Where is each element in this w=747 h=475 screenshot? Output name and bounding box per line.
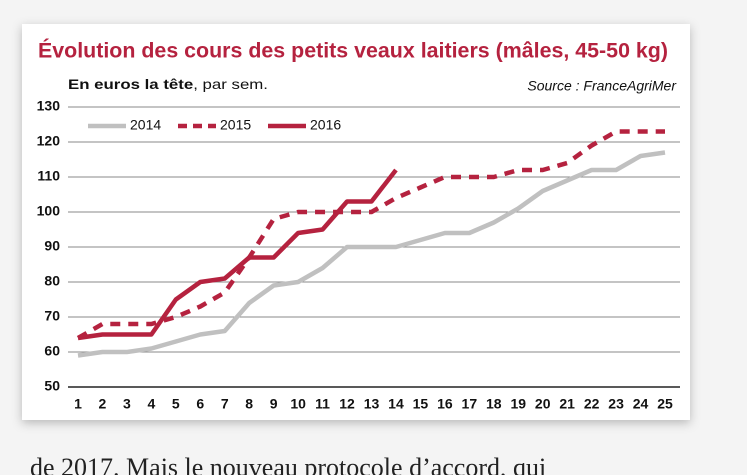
subtitle-bold: En euros la tête bbox=[68, 76, 193, 92]
x-tick-label: 3 bbox=[123, 396, 131, 412]
y-tick-label: 110 bbox=[37, 168, 60, 184]
y-tick-label: 120 bbox=[37, 133, 61, 149]
chart-title: Évolution des cours des petits veaux lai… bbox=[38, 40, 668, 63]
x-tick-label: 5 bbox=[172, 396, 180, 412]
x-tick-label: 9 bbox=[270, 396, 278, 412]
series-line bbox=[77, 168, 398, 341]
y-tick-label: 100 bbox=[37, 203, 61, 219]
x-tick-label: 17 bbox=[462, 396, 478, 412]
legend-label: 2014 bbox=[130, 117, 161, 133]
card bbox=[22, 24, 690, 420]
series-line bbox=[76, 129, 665, 340]
x-tick-label: 1 bbox=[74, 396, 82, 412]
x-tick-label: 13 bbox=[364, 396, 380, 412]
y-tick-label: 130 bbox=[37, 98, 61, 114]
series-line bbox=[77, 150, 666, 358]
y-tick-label: 60 bbox=[44, 343, 60, 359]
x-tick-label: 21 bbox=[559, 396, 575, 412]
subtitle-rest: , par sem. bbox=[193, 76, 268, 92]
source: Source : FranceAgriMer bbox=[527, 78, 677, 94]
y-tick-label: 70 bbox=[44, 308, 60, 324]
y-tick-label: 50 bbox=[44, 378, 60, 394]
x-tick-label: 23 bbox=[608, 396, 624, 412]
x-tick-label: 22 bbox=[584, 396, 600, 412]
subtitle: En euros la tête, par sem. bbox=[68, 76, 268, 92]
x-tick-label: 19 bbox=[510, 396, 526, 412]
x-tick-label: 7 bbox=[221, 396, 229, 412]
x-tick-label: 6 bbox=[196, 396, 204, 412]
y-tick-label: 80 bbox=[44, 273, 60, 289]
x-tick-label: 18 bbox=[486, 396, 502, 412]
x-tick-label: 25 bbox=[657, 396, 673, 412]
legend-label: 2015 bbox=[220, 117, 251, 133]
x-tick-label: 24 bbox=[633, 396, 649, 412]
x-tick-label: 2 bbox=[99, 396, 107, 412]
x-tick-label: 11 bbox=[315, 396, 330, 412]
x-tick-label: 10 bbox=[290, 396, 306, 412]
x-tick-label: 14 bbox=[388, 396, 404, 412]
x-tick-label: 20 bbox=[535, 396, 551, 412]
x-tick-label: 4 bbox=[147, 396, 155, 412]
x-tick-label: 16 bbox=[437, 396, 453, 412]
legend-label: 2016 bbox=[310, 117, 341, 133]
caption-below: de 2017. Mais le nouveau protocole d’acc… bbox=[30, 453, 546, 475]
y-tick-label: 90 bbox=[44, 238, 60, 254]
x-tick-label: 15 bbox=[413, 396, 429, 412]
x-tick-label: 8 bbox=[245, 396, 253, 412]
x-tick-label: 12 bbox=[339, 396, 355, 412]
